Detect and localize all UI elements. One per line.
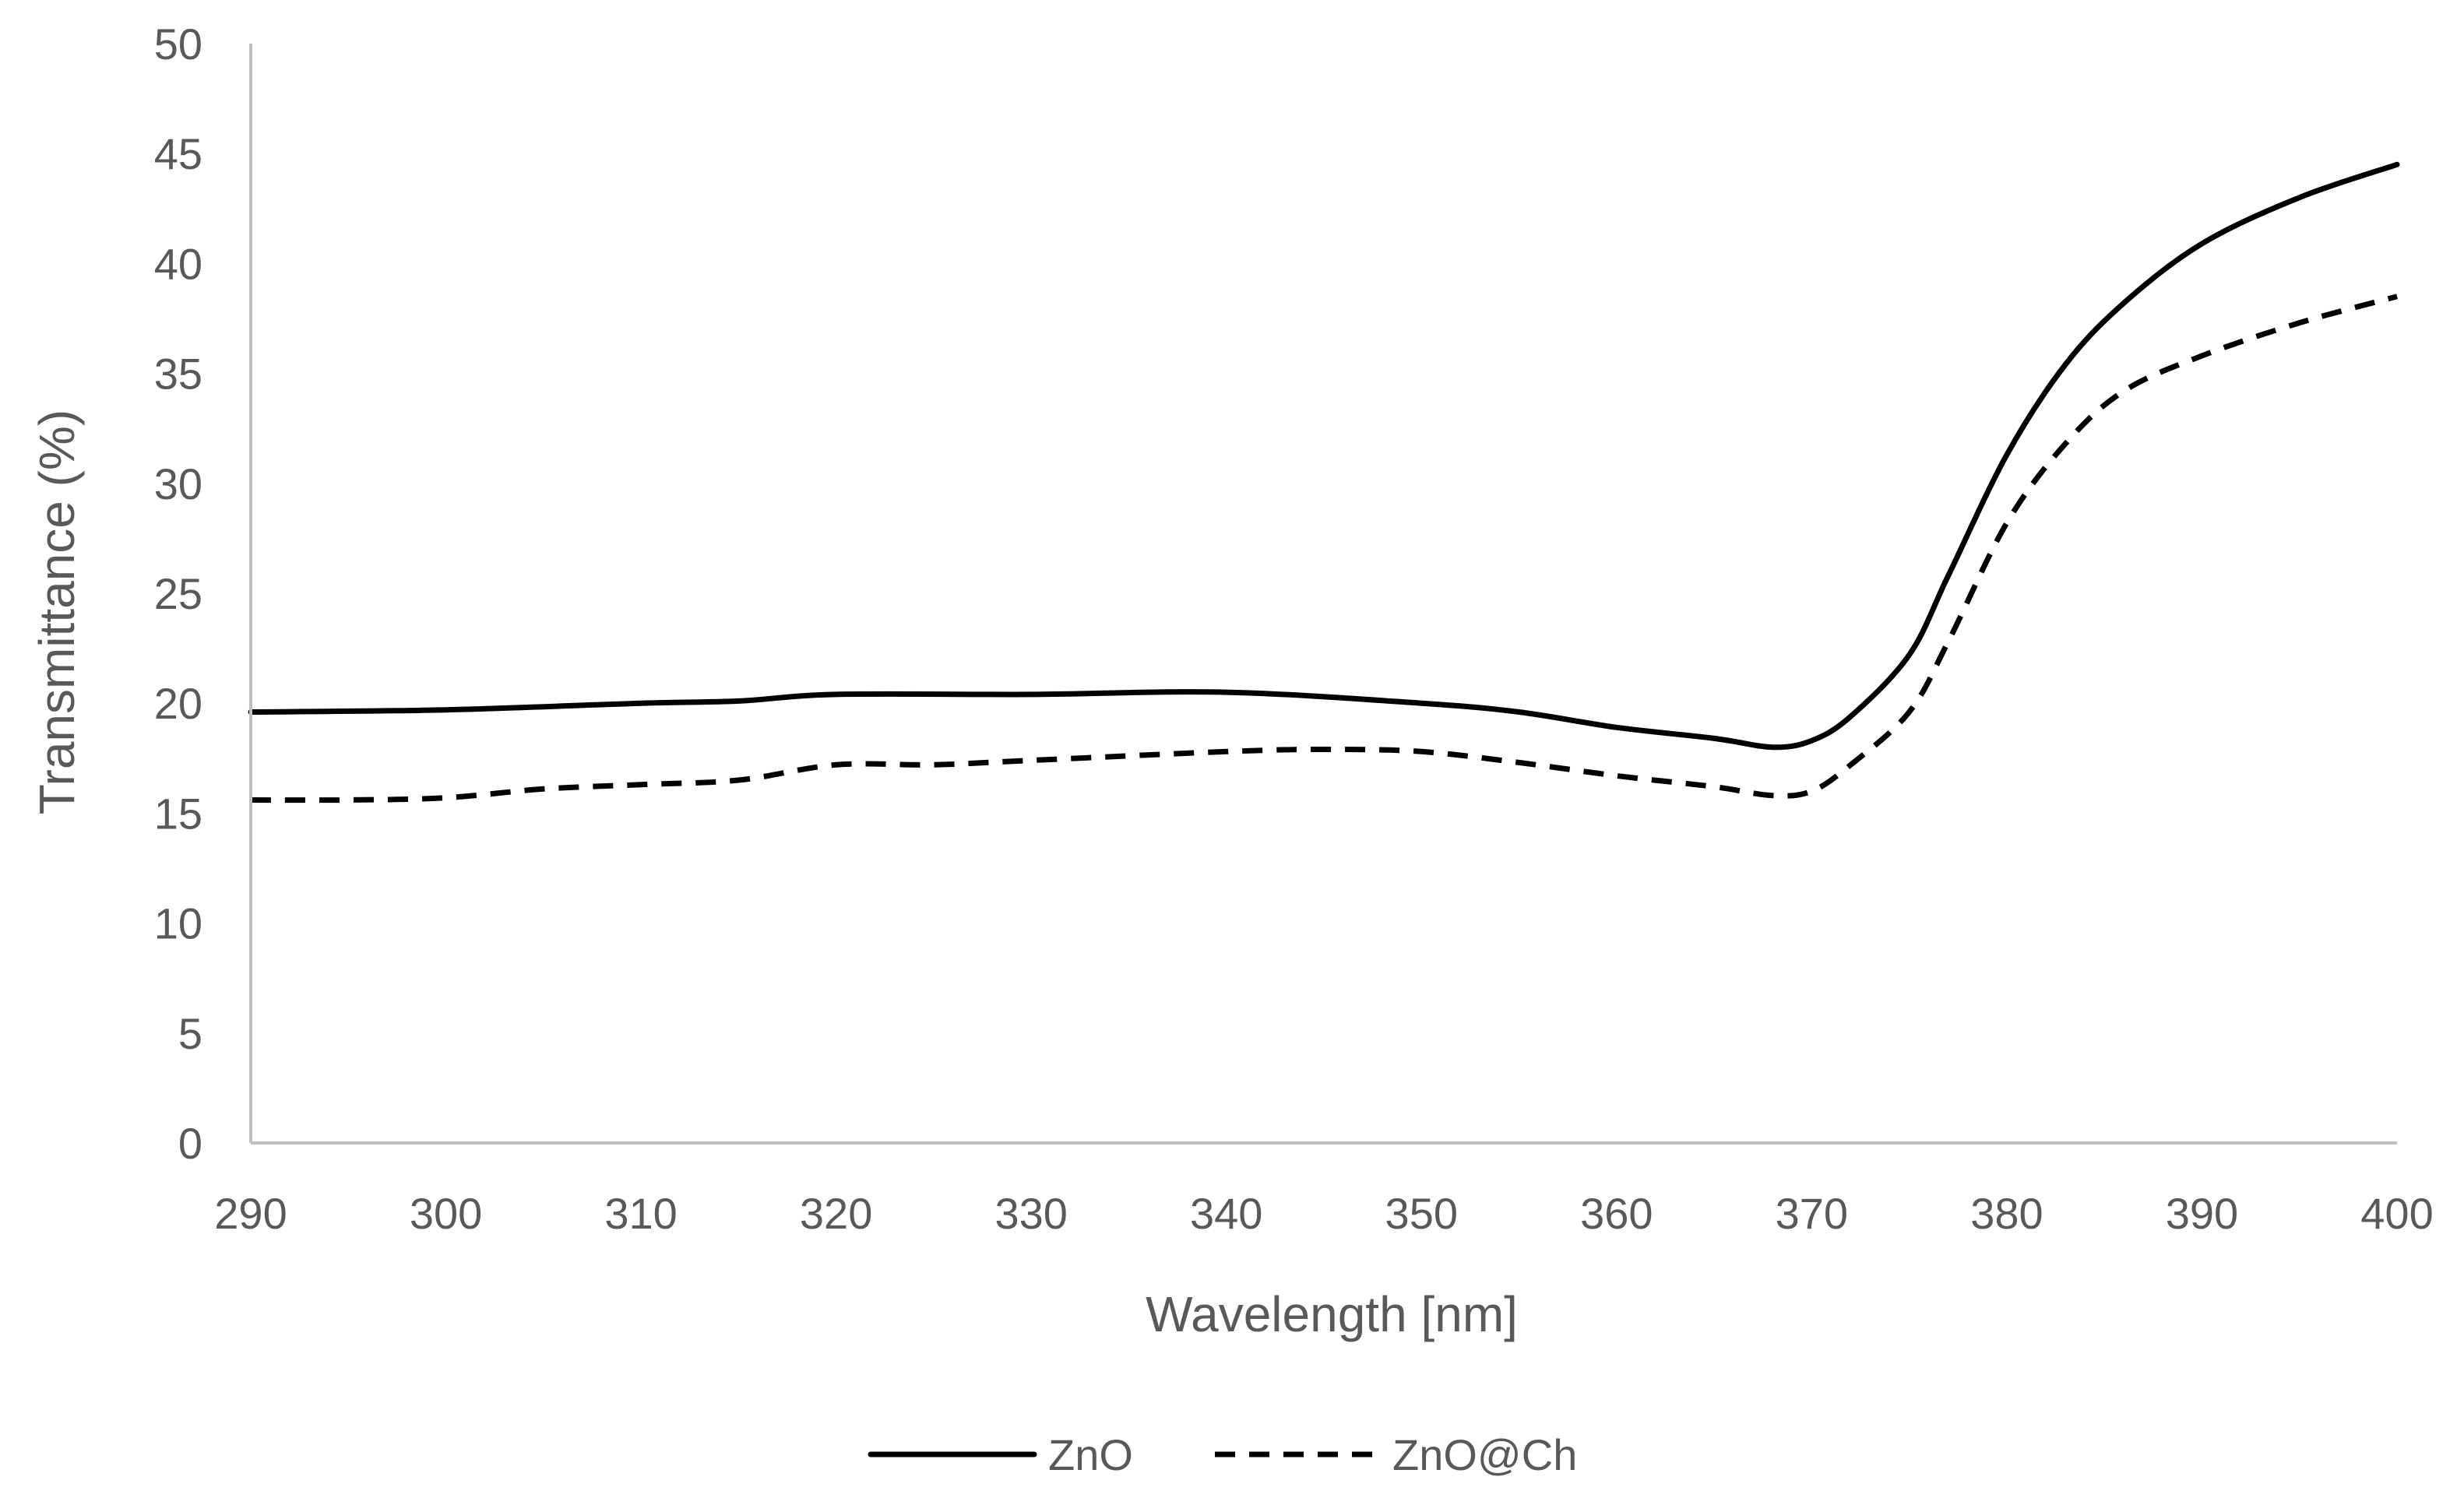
x-tick-label: 380 [1970, 1189, 2043, 1238]
x-tick-label: 340 [1190, 1189, 1262, 1238]
x-tick-label: 350 [1385, 1189, 1458, 1238]
x-axis-ticks: 290 300 310 320 330 340 350 360 370 380 390 400 [214, 1189, 2433, 1238]
x-tick-label: 290 [214, 1189, 287, 1238]
legend-label: ZnO@Ch [1392, 1430, 1577, 1479]
y-tick-label: 25 [154, 569, 202, 618]
plot-area [248, 161, 2400, 803]
x-tick-label: 320 [800, 1189, 872, 1238]
x-tick-label: 370 [1776, 1189, 1848, 1238]
y-tick-label: 45 [154, 129, 202, 178]
x-tick-label: 310 [604, 1189, 677, 1238]
y-tick-label: 5 [178, 1009, 202, 1058]
y-tick-label: 0 [178, 1119, 202, 1168]
series-line-zno-ch [250, 294, 2398, 803]
legend: ZnO ZnO@Ch [868, 1430, 1577, 1479]
x-tick-label: 360 [1580, 1189, 1653, 1238]
x-tick-label: 390 [2166, 1189, 2238, 1238]
y-tick-label: 30 [154, 459, 202, 508]
y-tick-label: 10 [154, 899, 202, 948]
y-tick-label: 20 [154, 679, 202, 728]
x-axis-title: Wavelength [nm] [1146, 1286, 1518, 1342]
x-tick-label: 330 [994, 1189, 1067, 1238]
y-tick-label: 50 [154, 19, 202, 69]
x-tick-label: 300 [410, 1189, 482, 1238]
x-tick-label: 400 [2360, 1189, 2433, 1238]
y-tick-label: 35 [154, 350, 202, 399]
legend-label: ZnO [1048, 1430, 1133, 1479]
y-axis-ticks: 0 5 10 15 20 25 30 35 40 45 50 [154, 19, 202, 1168]
y-axis-title: Transmittance (%) [29, 410, 85, 814]
series-line-zno [248, 161, 2400, 751]
y-tick-label: 15 [154, 789, 202, 838]
y-tick-label: 40 [154, 239, 202, 288]
